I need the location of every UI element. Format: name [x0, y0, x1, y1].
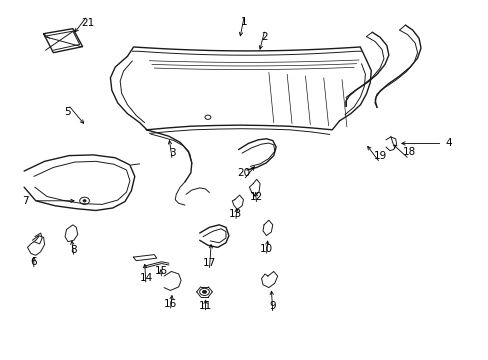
- Text: 20: 20: [237, 168, 249, 178]
- Text: 18: 18: [402, 147, 415, 157]
- Text: 6: 6: [30, 257, 37, 267]
- Text: 1: 1: [241, 17, 247, 27]
- Text: 3: 3: [169, 148, 175, 158]
- Text: 16: 16: [163, 299, 177, 309]
- Text: 13: 13: [229, 209, 242, 219]
- Text: 19: 19: [373, 150, 386, 161]
- Text: 8: 8: [70, 245, 77, 255]
- Text: 17: 17: [203, 258, 216, 268]
- Circle shape: [202, 291, 206, 293]
- Text: 4: 4: [445, 139, 451, 148]
- Text: 5: 5: [64, 107, 71, 117]
- Text: 10: 10: [259, 244, 272, 254]
- Text: 12: 12: [249, 192, 263, 202]
- Text: 7: 7: [22, 196, 28, 206]
- Text: 2: 2: [261, 32, 268, 41]
- Circle shape: [83, 200, 86, 202]
- Text: 15: 15: [155, 266, 168, 276]
- Text: 21: 21: [81, 18, 94, 28]
- Text: 11: 11: [199, 301, 212, 311]
- Text: 14: 14: [139, 273, 152, 283]
- Text: 9: 9: [269, 301, 276, 311]
